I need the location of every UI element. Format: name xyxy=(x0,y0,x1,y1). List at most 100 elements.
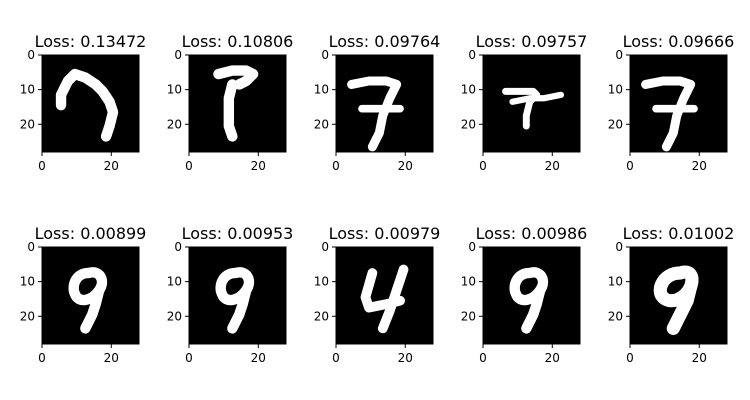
y-tick-label: 10 xyxy=(461,275,476,289)
x-tick-label: 20 xyxy=(692,159,707,173)
x-tick-label: 20 xyxy=(104,159,119,173)
y-tick-label: 10 xyxy=(461,83,476,97)
x-tick-label: 0 xyxy=(332,351,340,365)
axes-frame xyxy=(41,54,140,153)
y-tick-label: 0 xyxy=(468,48,476,62)
y-tick-label: 0 xyxy=(174,48,182,62)
x-tick-label: 0 xyxy=(626,351,634,365)
digit-stroke xyxy=(68,267,108,306)
y-tick-label: 20 xyxy=(608,117,623,131)
subplot-title: Loss: 0.00979 xyxy=(329,224,441,243)
subplot-title: Loss: 0.10806 xyxy=(182,32,294,51)
x-tick-label: 0 xyxy=(185,159,193,173)
subplot-title: Loss: 0.13472 xyxy=(35,32,147,51)
digit-stroke xyxy=(55,68,119,142)
y-tick-label: 0 xyxy=(321,48,329,62)
x-tick-label: 20 xyxy=(545,351,560,365)
y-tick-label: 10 xyxy=(314,275,329,289)
x-tick-label: 0 xyxy=(479,159,487,173)
digit-stroke xyxy=(666,280,698,335)
digit-strokes xyxy=(68,267,108,334)
x-tick-label: 20 xyxy=(398,159,413,173)
digit-stroke xyxy=(80,285,105,334)
digit-stroke xyxy=(641,76,696,152)
y-tick-label: 20 xyxy=(608,309,623,323)
y-tick-label: 20 xyxy=(314,309,329,323)
y-tick-label: 10 xyxy=(167,275,182,289)
y-tick-label: 0 xyxy=(321,240,329,254)
digit-strokes xyxy=(213,65,259,142)
x-tick-label: 20 xyxy=(398,351,413,365)
x-tick-label: 0 xyxy=(38,351,46,365)
axes-frame xyxy=(629,246,728,345)
digit-stroke xyxy=(223,79,238,142)
subplot-title: Loss: 0.00953 xyxy=(182,224,294,243)
y-tick-label: 20 xyxy=(461,309,476,323)
digit-stroke xyxy=(509,91,565,105)
x-tick-label: 20 xyxy=(251,159,266,173)
digit-strokes xyxy=(641,76,698,152)
digit-stroke xyxy=(509,267,549,306)
digit-stroke xyxy=(377,264,409,334)
subplot-title: Loss: 0.09757 xyxy=(476,32,588,51)
y-tick-label: 10 xyxy=(167,83,182,97)
subplot-title: Loss: 0.09666 xyxy=(623,32,735,51)
digit-stroke xyxy=(215,267,255,306)
x-tick-label: 0 xyxy=(479,351,487,365)
digit-strokes xyxy=(502,87,565,130)
axes-frame xyxy=(629,54,728,153)
y-tick-label: 0 xyxy=(174,240,182,254)
x-tick-label: 0 xyxy=(332,159,340,173)
axes-frame xyxy=(188,246,287,345)
y-tick-label: 10 xyxy=(20,275,35,289)
digit-strokes xyxy=(215,267,255,334)
y-tick-label: 20 xyxy=(314,117,329,131)
x-tick-label: 0 xyxy=(626,159,634,173)
x-tick-label: 20 xyxy=(251,351,266,365)
axes-frame xyxy=(482,246,581,345)
subplot-title: Loss: 0.00899 xyxy=(35,224,147,243)
digit-stroke xyxy=(521,285,546,334)
y-tick-label: 20 xyxy=(20,117,35,131)
y-tick-label: 20 xyxy=(167,117,182,131)
digit-strokes xyxy=(55,68,119,142)
y-tick-label: 20 xyxy=(461,117,476,131)
digit-stroke xyxy=(213,65,259,90)
axes-frame xyxy=(335,54,434,153)
axes-frame xyxy=(41,246,140,345)
digit-stroke xyxy=(653,265,699,308)
y-tick-label: 10 xyxy=(608,83,623,97)
axes-frame xyxy=(188,54,287,153)
y-tick-label: 10 xyxy=(20,83,35,97)
digit-stroke xyxy=(227,285,252,334)
axes-frame xyxy=(335,246,434,345)
x-tick-label: 20 xyxy=(104,351,119,365)
x-tick-label: 20 xyxy=(692,351,707,365)
y-tick-label: 20 xyxy=(20,309,35,323)
y-tick-label: 0 xyxy=(27,48,35,62)
y-tick-label: 0 xyxy=(468,240,476,254)
subplot-title: Loss: 0.01002 xyxy=(623,224,735,243)
digit-stroke xyxy=(347,76,402,152)
y-tick-label: 20 xyxy=(167,309,182,323)
axes-frame xyxy=(482,54,581,153)
digit-strokes xyxy=(653,265,699,335)
subplot-title: Loss: 0.09764 xyxy=(329,32,441,51)
digit-strokes xyxy=(347,76,404,152)
digit-stroke xyxy=(522,98,534,130)
x-tick-label: 20 xyxy=(545,159,560,173)
digit-strokes xyxy=(509,267,549,334)
subplot-title: Loss: 0.00986 xyxy=(476,224,588,243)
digit-strokes xyxy=(360,264,409,334)
